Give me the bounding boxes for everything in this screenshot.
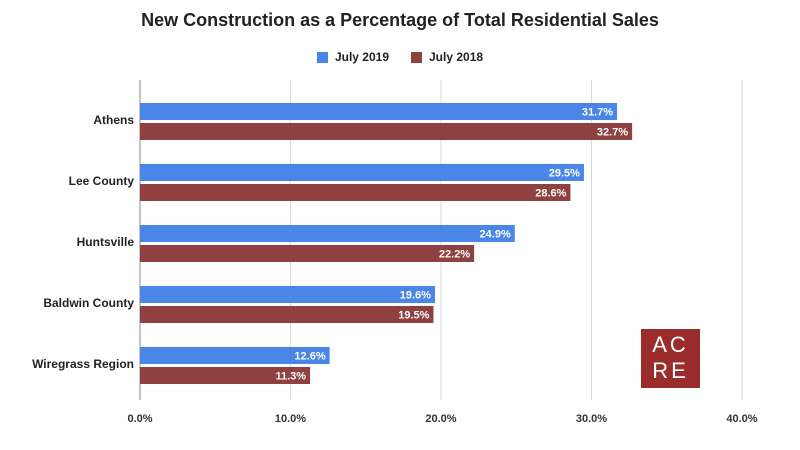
legend-label: July 2019: [334, 50, 389, 64]
legend-item-july-2018: July 2018: [411, 50, 483, 64]
x-tick-label: 10.0%: [275, 413, 306, 425]
legend-label: July 2018: [429, 50, 484, 64]
bar: [140, 123, 633, 140]
x-tick-label: 40.0%: [726, 413, 757, 425]
bar: [140, 347, 330, 364]
acre-logo: AC RE: [641, 329, 700, 388]
legend-swatch: [411, 51, 422, 63]
x-tick-label: 0.0%: [127, 413, 152, 425]
legend-swatch: [316, 51, 328, 63]
bar-value-label: 24.9%: [480, 229, 511, 241]
logo-line-1: AC: [652, 332, 689, 357]
bar: [140, 286, 435, 303]
category-label: Athens: [93, 113, 134, 127]
category-label: Huntsville: [77, 235, 135, 249]
chart-title: New Construction as a Percentage of Tota…: [141, 10, 659, 30]
legend: July 2019 July 2018: [0, 50, 800, 64]
bar-value-label: 32.7%: [597, 127, 628, 139]
bar: [140, 103, 618, 120]
bar-value-label: 12.6%: [294, 351, 325, 363]
bar-value-label: 22.2%: [439, 249, 470, 261]
bar: [140, 306, 434, 323]
category-label: Wiregrass Region: [32, 357, 134, 371]
bar: [140, 164, 584, 181]
bar: [140, 225, 515, 242]
bar-value-label: 11.3%: [275, 371, 306, 383]
category-label: Lee County: [69, 174, 135, 188]
x-tick-label: 20.0%: [425, 413, 456, 425]
bar-value-label: 29.5%: [549, 168, 580, 180]
bar: [140, 245, 475, 262]
category-label: Baldwin County: [43, 296, 134, 310]
x-tick-label: 30.0%: [576, 413, 607, 425]
bar-value-label: 31.7%: [582, 107, 613, 119]
bar: [140, 184, 571, 201]
bar-value-label: 28.6%: [535, 188, 566, 200]
bar: [140, 367, 311, 384]
bar-value-label: 19.5%: [398, 310, 429, 322]
legend-item-july-2019: July 2019: [316, 50, 389, 64]
bar-value-label: 19.6%: [400, 290, 431, 302]
logo-line-2: RE: [652, 358, 689, 383]
